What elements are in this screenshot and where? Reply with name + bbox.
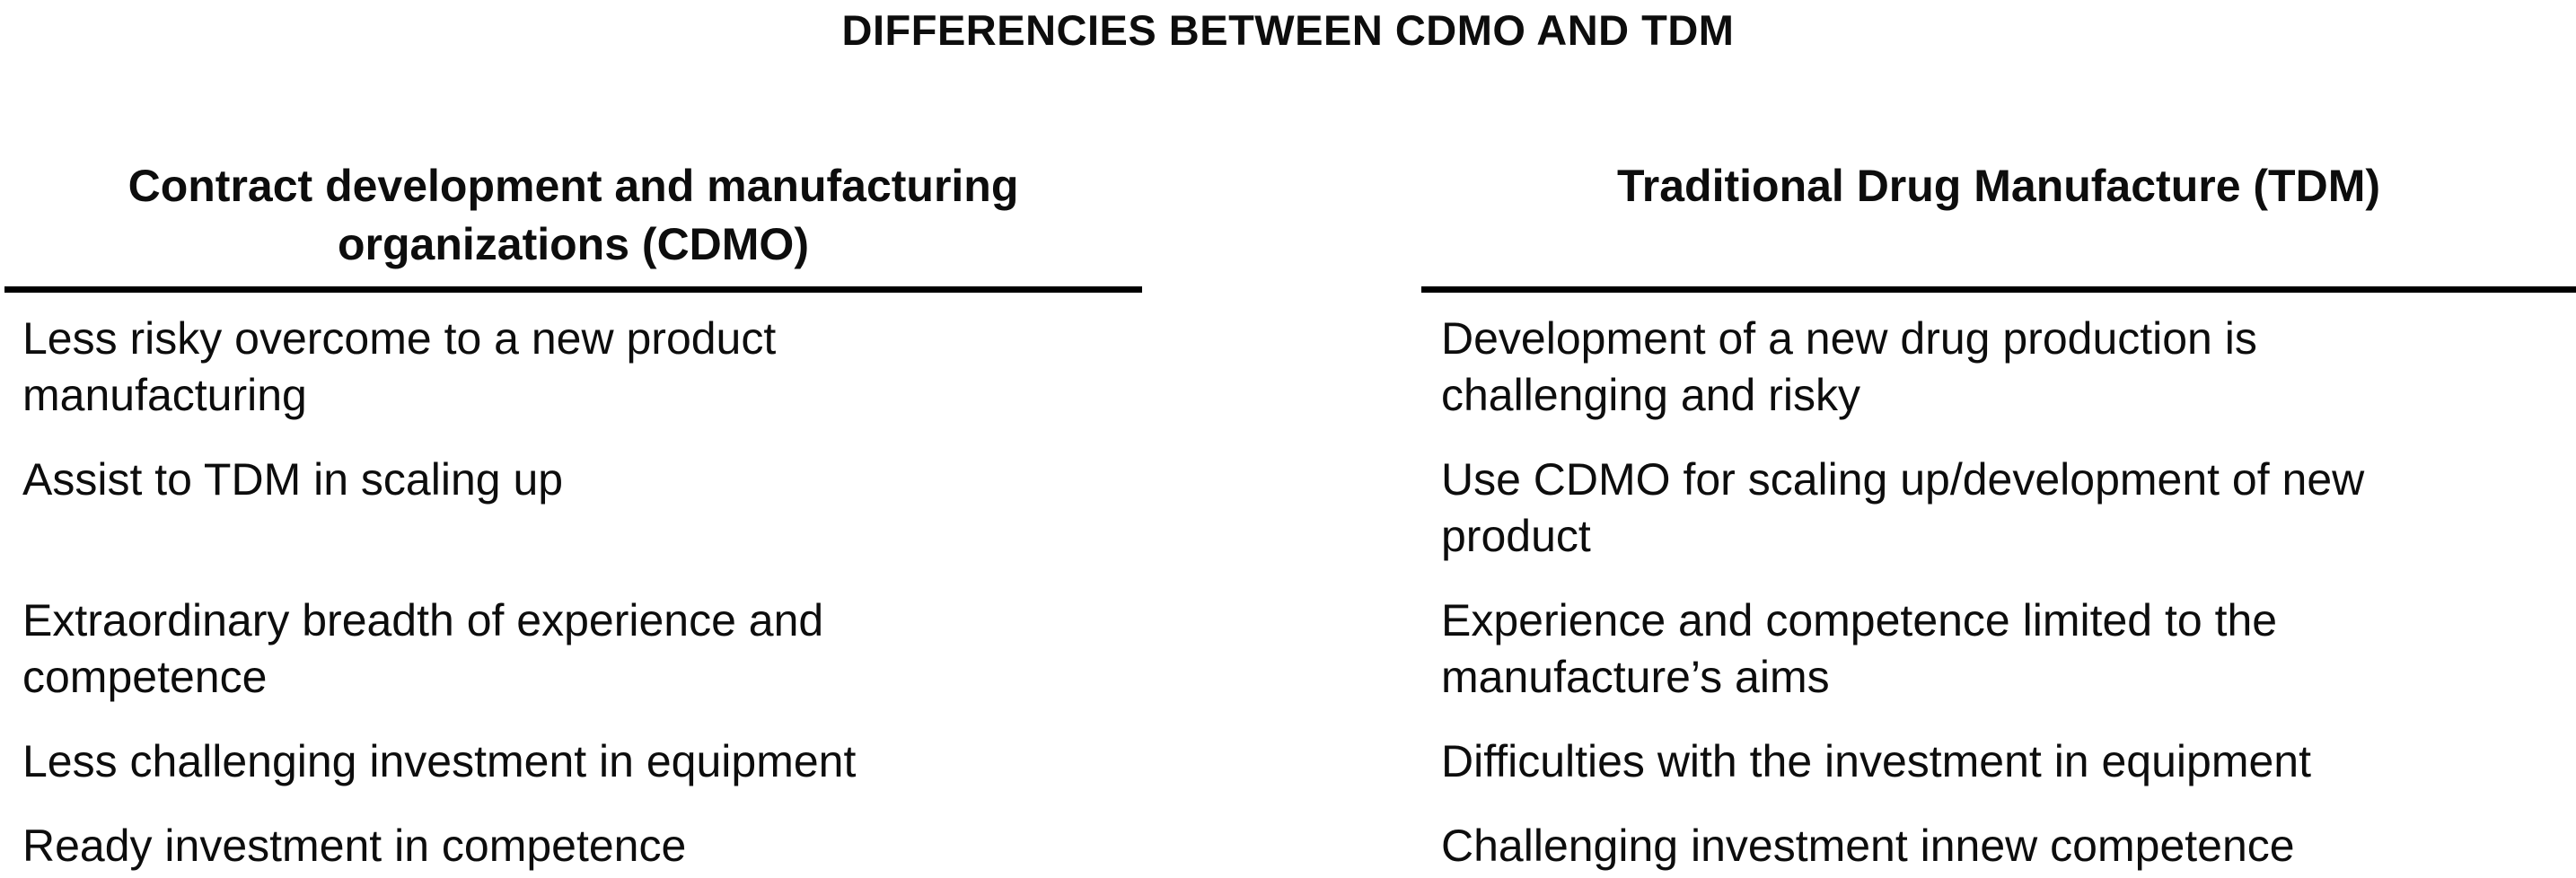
column-gap — [1142, 452, 1421, 593]
cdmo-cell: Assist to TDM in scaling up — [22, 454, 564, 505]
cdmo-cell: Ready investment in competence — [22, 821, 687, 871]
tdm-cell: Experience and competence limited to the… — [1441, 595, 2278, 702]
column-gap — [1142, 733, 1421, 818]
table-row: Assist to TDM in scaling up Use CDMO for… — [4, 452, 2576, 593]
tdm-column-header: Traditional Drug Manufacture (TDM) — [1421, 157, 2576, 293]
table-row: Less challenging investment in equipment… — [4, 733, 2576, 818]
table-row: Less risky overcome to a new product man… — [4, 293, 2576, 452]
column-gap — [1142, 818, 1421, 878]
cdmo-cell: Extraordinary breadth of experience and … — [22, 595, 824, 702]
comparison-table: Contract development and manufacturing o… — [4, 157, 2576, 878]
cdmo-column-header: Contract development and manufacturing o… — [4, 157, 1142, 293]
figure-title: DIFFERENCIES BETWEEN CDMO AND TDM — [841, 6, 1735, 54]
column-gap — [1142, 593, 1421, 733]
tdm-cell: Difficulties with the investment in equi… — [1441, 736, 2311, 786]
column-gap — [1142, 293, 1421, 452]
column-gap — [1142, 157, 1421, 293]
header-row: Contract development and manufacturing o… — [4, 157, 2576, 293]
table-row: Extraordinary breadth of experience and … — [4, 593, 2576, 733]
tdm-cell: Development of a new drug production is … — [1441, 313, 2257, 420]
cdmo-cell: Less challenging investment in equipment — [22, 736, 857, 786]
cdmo-cell: Less risky overcome to a new product man… — [22, 313, 777, 420]
tdm-cell: Challenging investment innew competence — [1441, 821, 2295, 871]
tdm-cell: Use CDMO for scaling up/development of n… — [1441, 454, 2365, 561]
table-row: Ready investment in competence Challengi… — [4, 818, 2576, 878]
